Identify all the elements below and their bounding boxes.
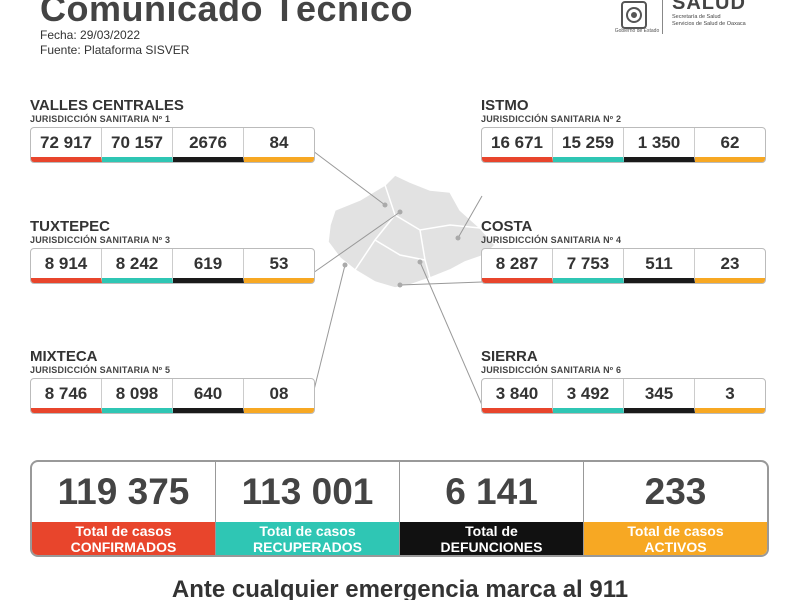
deaths-count: 1 350	[624, 128, 695, 162]
region-name: MIXTECA	[30, 348, 98, 365]
logo-line-1: Secretaría de Salud	[672, 14, 721, 20]
totals-panel: 119 375 Total de casos CONFIRMADOS 113 0…	[30, 460, 769, 557]
report-source: Fuente: Plataforma SISVER	[40, 43, 190, 57]
region-jurisdiction: JURISDICCIÓN SANITARIA Nº 3	[30, 235, 171, 245]
region-jurisdiction: JURISDICCIÓN SANITARIA Nº 6	[481, 365, 622, 375]
logo-word: SALUD	[672, 0, 746, 14]
label-line-1: Total de casos	[259, 522, 356, 539]
region-costa: COSTA JURISDICCIÓN SANITARIA Nº 4 8 287 …	[481, 219, 766, 284]
total-deaths-label: Total de DEFUNCIONES	[400, 522, 583, 555]
region-name: TUXTEPEC	[30, 218, 111, 235]
oaxaca-map	[327, 174, 497, 289]
region-jurisdiction: JURISDICCIÓN SANITARIA Nº 2	[481, 114, 622, 124]
deaths-count: 2676	[173, 128, 244, 162]
total-active-label: Total de casos ACTIVOS	[584, 522, 767, 555]
confirmed-count: 16 671	[482, 128, 553, 162]
region-jurisdiction: JURISDICCIÓN SANITARIA Nº 4	[481, 235, 622, 245]
recovered-count: 7 753	[553, 249, 624, 283]
deaths-count: 619	[173, 249, 244, 283]
region-stats: 8 287 7 753 511 23	[481, 248, 766, 284]
confirmed-count: 8 746	[31, 379, 102, 413]
label-line-1: Total de	[465, 522, 518, 539]
region-jurisdiction: JURISDICCIÓN SANITARIA Nº 5	[30, 365, 171, 375]
logo-divider	[662, 0, 663, 34]
deaths-count: 640	[173, 379, 244, 413]
region-stats: 3 840 3 492 345 3	[481, 378, 766, 414]
recovered-count: 15 259	[553, 128, 624, 162]
region-name: VALLES CENTRALES	[30, 97, 184, 114]
emergency-footer: Ante cualquier emergencia marca al 911	[171, 576, 629, 600]
page-title: Comunicado Técnico	[40, 0, 414, 29]
total-active-value: 233	[644, 471, 707, 512]
confirmed-count: 8 914	[31, 249, 102, 283]
region-jurisdiction: JURISDICCIÓN SANITARIA Nº 1	[30, 114, 171, 124]
logo-caption: Gobierno de Estado	[614, 28, 660, 34]
recovered-count: 3 492	[553, 379, 624, 413]
active-count: 62	[695, 128, 765, 162]
active-count: 84	[244, 128, 314, 162]
total-deaths: 6 141 Total de DEFUNCIONES	[400, 462, 584, 555]
label-line-2: ACTIVOS	[644, 538, 707, 555]
region-stats: 72 917 70 157 2676 84	[30, 127, 315, 163]
active-count: 53	[244, 249, 314, 283]
region-mixteca: MIXTECA JURISDICCIÓN SANITARIA Nº 5 8 74…	[30, 349, 315, 414]
region-stats: 8 914 8 242 619 53	[30, 248, 315, 284]
active-count: 3	[695, 379, 765, 413]
logo-line-2: Servicios de Salud de Oaxaca	[672, 21, 746, 27]
region-valles-centrales: VALLES CENTRALES JURISDICCIÓN SANITARIA …	[30, 98, 315, 163]
recovered-count: 8 242	[102, 249, 173, 283]
total-confirmed-value: 119 375	[57, 471, 190, 512]
report-date: Fecha: 29/03/2022	[40, 28, 141, 42]
region-stats: 8 746 8 098 640 08	[30, 378, 315, 414]
deaths-count: 511	[624, 249, 695, 283]
label-line-1: Total de casos	[627, 522, 724, 539]
recovered-count: 70 157	[102, 128, 173, 162]
total-confirmed-label: Total de casos CONFIRMADOS	[32, 522, 215, 555]
region-tuxtepec: TUXTEPEC JURISDICCIÓN SANITARIA Nº 3 8 9…	[30, 219, 315, 284]
total-active: 233 Total de casos ACTIVOS	[584, 462, 767, 555]
label-line-2: CONFIRMADOS	[70, 538, 177, 555]
region-name: SIERRA	[481, 348, 538, 365]
label-line-2: DEFUNCIONES	[440, 538, 543, 555]
label-line-2: RECUPERADOS	[253, 538, 362, 555]
total-confirmed: 119 375 Total de casos CONFIRMADOS	[32, 462, 216, 555]
total-recovered-value: 113 001	[241, 471, 374, 512]
confirmed-count: 3 840	[482, 379, 553, 413]
state-seal-icon	[621, 1, 647, 29]
active-count: 08	[244, 379, 314, 413]
confirmed-count: 72 917	[31, 128, 102, 162]
region-name: COSTA	[481, 218, 533, 235]
label-line-1: Total de casos	[75, 522, 172, 539]
region-name: ISTMO	[481, 97, 529, 114]
confirmed-count: 8 287	[482, 249, 553, 283]
recovered-count: 8 098	[102, 379, 173, 413]
total-recovered: 113 001 Total de casos RECUPERADOS	[216, 462, 400, 555]
deaths-count: 345	[624, 379, 695, 413]
total-deaths-value: 6 141	[445, 471, 538, 512]
region-sierra: SIERRA JURISDICCIÓN SANITARIA Nº 6 3 840…	[481, 349, 766, 414]
region-stats: 16 671 15 259 1 350 62	[481, 127, 766, 163]
total-recovered-label: Total de casos RECUPERADOS	[216, 522, 399, 555]
active-count: 23	[695, 249, 765, 283]
region-istmo: ISTMO JURISDICCIÓN SANITARIA Nº 2 16 671…	[481, 98, 766, 163]
